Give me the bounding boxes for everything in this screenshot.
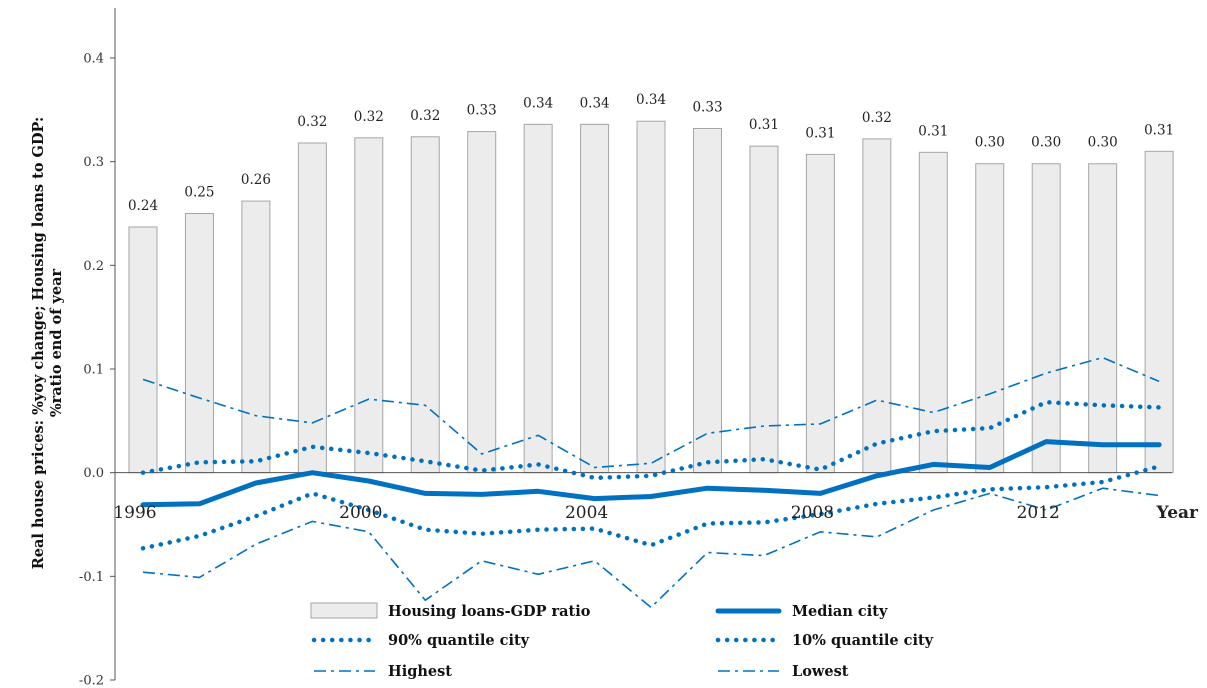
y-axis-label: Real house prices: %yoy change; Housing … [30, 117, 65, 570]
legend: Housing loans-GDP ratio Median city 90% qu… [310, 602, 934, 680]
bar-data-label: 0.32 [410, 108, 440, 124]
y-tick-label: 0.2 [83, 259, 104, 274]
loans-gdp-bar [184, 213, 214, 474]
bar-data-label: 0.31 [749, 117, 779, 133]
y-tick-label: 0.3 [83, 155, 104, 170]
bar-data-label: 0.25 [184, 185, 214, 201]
loans-gdp-bar [749, 145, 779, 474]
legend-label: 10% quantile city [792, 632, 934, 649]
loans-gdp-bar [975, 163, 1005, 474]
bar-data-label: 0.31 [1144, 122, 1174, 138]
loans-gdp-bar [467, 131, 497, 474]
axes-layer [114, 8, 1172, 680]
series-line-lowest [142, 487, 1160, 609]
legend-label: Median city [792, 603, 888, 620]
loans-gdp-bar [354, 137, 384, 474]
lines-layer [140, 356, 1162, 609]
loans-gdp-bar [241, 200, 271, 474]
x-tick-label: 1996 [113, 503, 156, 523]
series-line-median-city [140, 439, 1162, 508]
legend-label: Lowest [792, 663, 849, 680]
loans-gdp-bar [410, 136, 440, 474]
y-tick-label: 0.1 [83, 363, 104, 378]
bar-data-label: 0.24 [128, 198, 158, 214]
loans-gdp-bar [805, 153, 835, 474]
y-axis-label-line2: %ratio end of year [48, 268, 65, 417]
y-tick-label: -0.1 [79, 570, 104, 585]
bar-data-label: 0.34 [580, 95, 610, 111]
loans-gdp-bar [693, 127, 722, 474]
series-line-90-quantile-city [140, 399, 1162, 481]
y-tick-label: -0.2 [79, 674, 104, 688]
legend-label: 90% quantile city [388, 632, 530, 649]
bar-data-label: 0.34 [636, 92, 666, 108]
legend-label: Highest [388, 663, 452, 680]
bar-data-label: 0.30 [1031, 135, 1061, 151]
loans-gdp-bar [862, 138, 892, 474]
x-tick-label: 2000 [339, 503, 382, 523]
loans-gdp-bar [128, 226, 158, 474]
y-axis-label-line1: Real house prices: %yoy change; Housing … [30, 117, 47, 570]
loans-gdp-bar [918, 151, 948, 474]
yticks-layer: -0.2 -0.1 0.0 0.1 0.2 0.3 0.4 [79, 52, 115, 688]
x-tick-label: 2008 [791, 503, 834, 523]
bars-layer [128, 120, 1174, 474]
y-tick-label: 0.4 [83, 52, 104, 67]
bar-data-label: 0.33 [692, 99, 722, 115]
x-axis-label: Year [1156, 503, 1199, 523]
loans-gdp-bar [636, 120, 666, 474]
bar-data-label: 0.32 [862, 110, 892, 126]
bar-data-label: 0.26 [241, 172, 271, 188]
bar-labels-layer: 0.24 0.25 0.26 0.32 0.32 0.32 0.33 0.34 0.34 0.34… [128, 92, 1174, 214]
bar-data-label: 0.32 [354, 109, 384, 125]
bar-data-label: 0.30 [1088, 135, 1118, 151]
x-tick-label: 2004 [565, 503, 608, 523]
loans-gdp-bar [297, 142, 327, 474]
bar-data-label: 0.33 [467, 103, 497, 119]
bar-data-label: 0.30 [975, 135, 1005, 151]
loans-gdp-bar [1088, 163, 1118, 474]
legend-swatch-bar [310, 602, 378, 619]
bar-data-label: 0.32 [297, 114, 327, 130]
series-line-10-quantile-city [140, 464, 1162, 551]
series-line-highest [142, 356, 1160, 469]
loans-gdp-bar [1031, 163, 1061, 474]
bar-data-label: 0.31 [805, 125, 835, 141]
x-tick-label: 2012 [1017, 503, 1060, 523]
y-tick-label: 0.0 [83, 466, 104, 481]
loans-gdp-bar [523, 123, 553, 474]
bar-data-label: 0.34 [523, 95, 553, 111]
xticks-layer: 1996 2000 2004 2008 2012 [113, 503, 1059, 523]
legend-label: Housing loans-GDP ratio [388, 603, 591, 620]
bar-data-label: 0.31 [918, 123, 948, 139]
loans-gdp-bar [580, 123, 610, 474]
loans-gdp-bar [1144, 150, 1174, 474]
